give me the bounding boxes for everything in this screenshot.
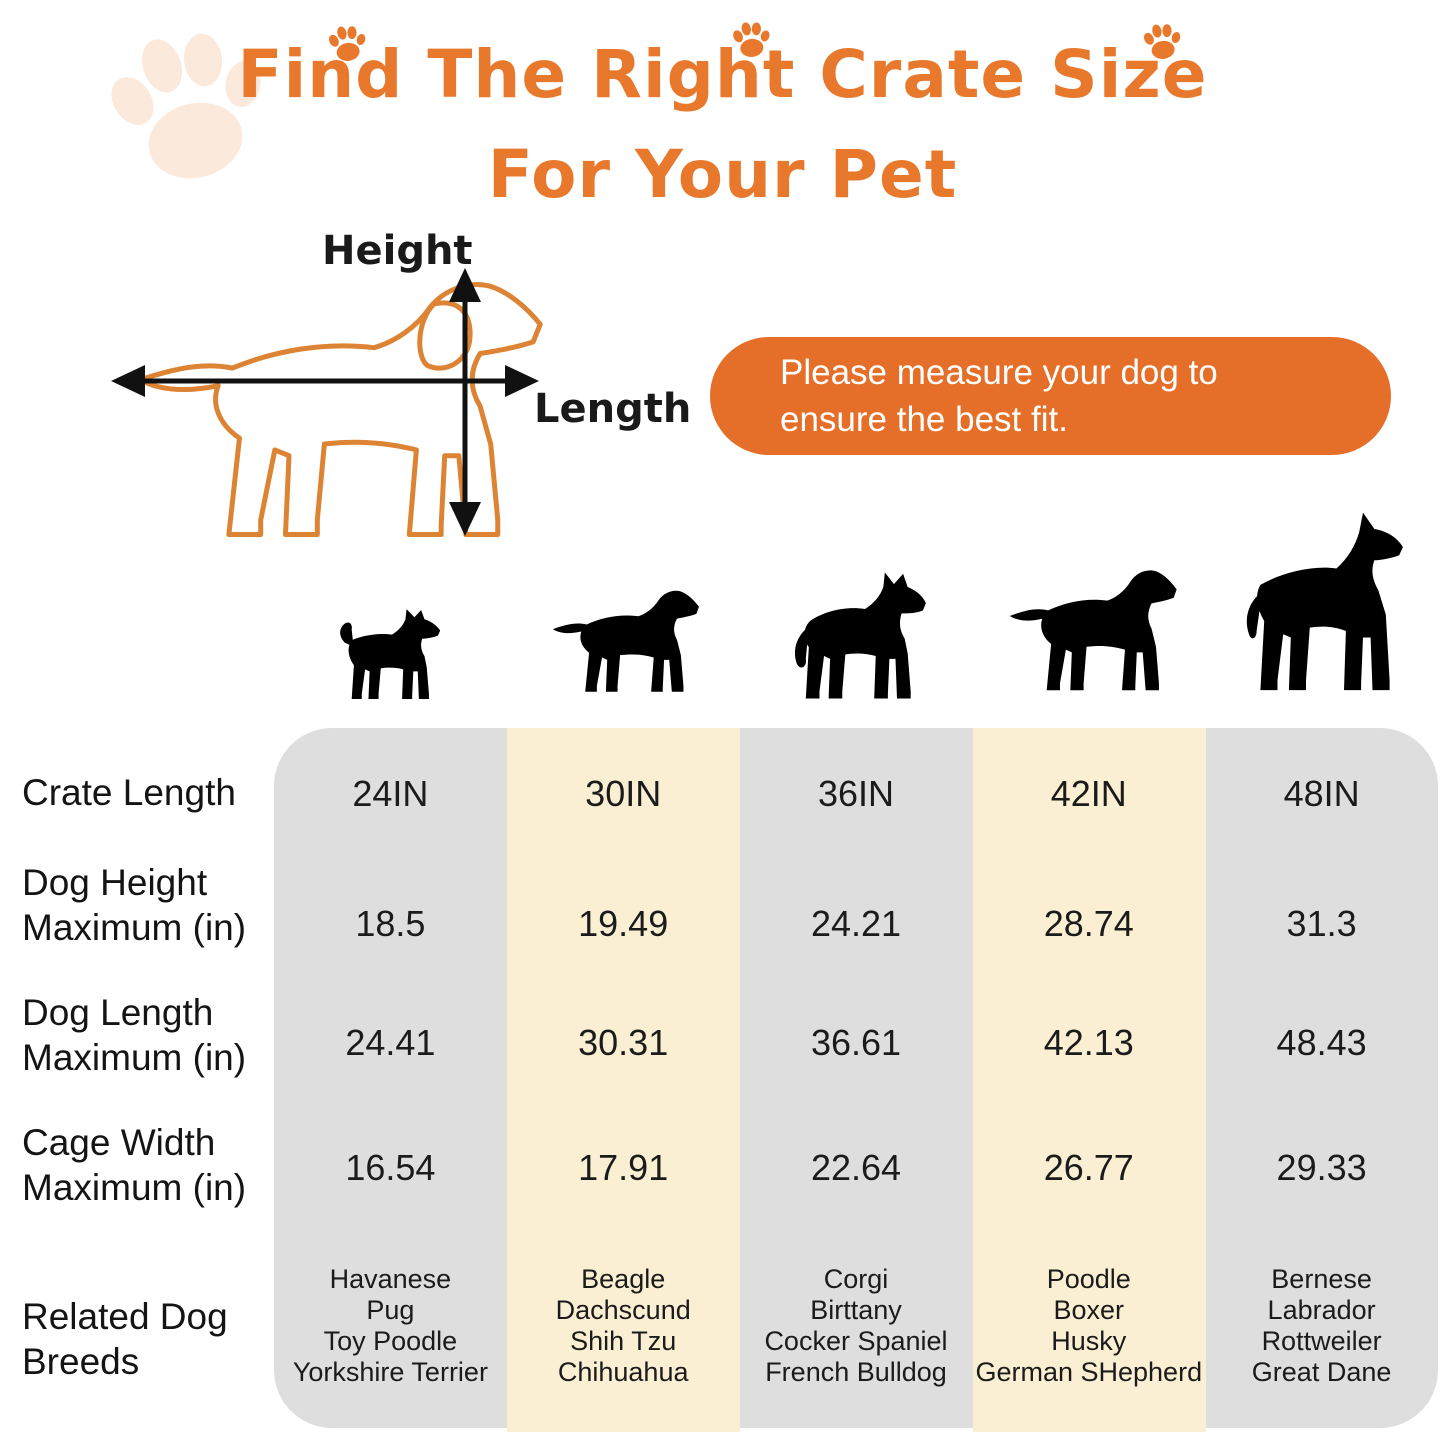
table-row-crate-length: 24IN 30IN 36IN 42IN 48IN xyxy=(274,773,1438,815)
cell: 36IN xyxy=(817,773,895,814)
cell: 18.5 xyxy=(355,903,426,944)
cell: 30IN xyxy=(585,773,662,814)
column-highlight-42in xyxy=(973,728,1206,1432)
table-row-dog-height: 18.5 19.49 24.21 28.74 31.3 xyxy=(274,903,1438,945)
row-label-dog-length: Dog Length Maximum (in) xyxy=(22,992,247,1078)
column-highlight-30in xyxy=(507,728,740,1432)
paw-icon xyxy=(730,19,774,59)
measure-note-line2: ensure the best fit. xyxy=(780,400,1068,439)
cell: 48.43 xyxy=(1276,1022,1367,1063)
cell: 19.49 xyxy=(578,903,669,944)
page-title-line1: Find The Right Crate Size xyxy=(237,36,1208,113)
row-label-crate-length: Crate Length xyxy=(22,772,236,813)
table-row-related-breeds: Havanese Pug Toy Poodle Yorkshire Terrie… xyxy=(274,1264,1438,1388)
table-row-cage-width: 16.54 17.91 22.64 26.77 29.33 xyxy=(274,1147,1438,1189)
height-label: Height xyxy=(322,228,473,274)
beagle-icon xyxy=(552,590,699,692)
husky-icon xyxy=(794,572,926,699)
cell: 29.33 xyxy=(1276,1147,1367,1188)
cell: 26.77 xyxy=(1043,1147,1134,1188)
measure-note: Please measure your dog to ensure the be… xyxy=(710,337,1391,455)
cell: 30.31 xyxy=(578,1022,669,1063)
row-label-dog-height: Dog Height Maximum (in) xyxy=(22,862,247,948)
page-title-line2: For Your Pet xyxy=(487,136,958,213)
row-label-related-breeds: Related Dog Breeds xyxy=(22,1296,228,1382)
cell: 36.61 xyxy=(810,1022,902,1063)
paw-icon xyxy=(325,22,370,64)
chihuahua-icon xyxy=(340,609,441,699)
cell: 24.41 xyxy=(345,1022,436,1063)
breeds-cell-48in: Bernese Labrador Rottweiler Great Dane xyxy=(1251,1264,1392,1387)
cell: 31.3 xyxy=(1286,903,1357,944)
cell: 42.13 xyxy=(1043,1022,1134,1063)
cell: 22.64 xyxy=(810,1147,902,1188)
breeds-cell-24in: Havanese Pug Toy Poodle Yorkshire Terrie… xyxy=(292,1264,488,1387)
length-arrow xyxy=(111,365,539,397)
height-arrow xyxy=(449,268,481,536)
paw-icon xyxy=(1140,20,1185,62)
dog-outline-icon xyxy=(140,285,540,535)
breeds-cell-30in: Beagle Dachscund Shih Tzu Chihuahua xyxy=(555,1264,691,1387)
length-label: Length xyxy=(534,386,692,432)
cell: 42IN xyxy=(1050,773,1127,814)
breeds-cell-36in: Corgi Birttany Cocker Spaniel French Bul… xyxy=(764,1264,948,1387)
cell: 28.74 xyxy=(1043,903,1134,944)
great-dane-icon xyxy=(1246,512,1403,691)
dog-measuring-diagram xyxy=(111,268,570,560)
cell: 17.91 xyxy=(578,1147,669,1188)
row-label-cage-width: Cage Width Maximum (in) xyxy=(22,1122,247,1208)
breeds-cell-42in: Poodle Boxer Husky German SHepherd xyxy=(975,1264,1203,1387)
measure-note-line1: Please measure your dog to xyxy=(780,353,1218,392)
cell: 24.21 xyxy=(810,903,902,944)
labrador-icon xyxy=(1009,570,1177,691)
size-table-background xyxy=(274,728,1438,1428)
cell: 24IN xyxy=(352,773,429,814)
table-row-dog-length: 24.41 30.31 36.61 42.13 48.43 xyxy=(274,1022,1438,1064)
cell: 48IN xyxy=(1283,773,1360,814)
cell: 16.54 xyxy=(345,1147,436,1188)
